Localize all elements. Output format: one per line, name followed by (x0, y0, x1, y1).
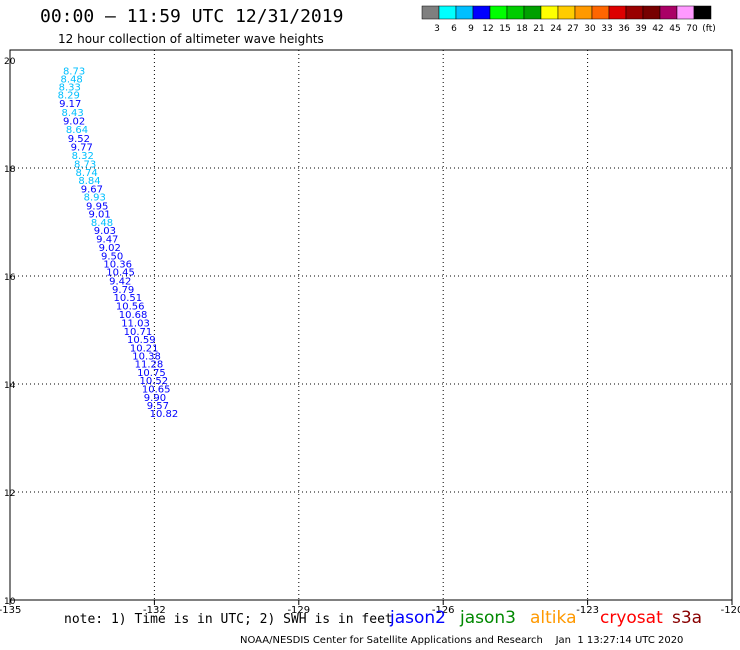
colorbar-label: 42 (652, 24, 663, 34)
swh-value-label: 10.45 (106, 268, 135, 279)
colorbar-label: 12 (482, 24, 493, 34)
swh-value-label: 10.71 (124, 327, 153, 338)
legend-jason2: jason2 (390, 608, 446, 628)
swh-value-label: 10.21 (130, 343, 159, 354)
swh-value-label: 8.29 (58, 91, 80, 102)
colorbar-label: 18 (516, 24, 528, 34)
swh-value-label: 9.67 (81, 185, 103, 196)
colorbar-swatch (557, 5, 576, 20)
swh-value-label: 8.32 (72, 151, 94, 162)
colorbar-label: 9 (468, 24, 474, 34)
colorbar-swatch (540, 5, 559, 20)
swh-value-label: 8.33 (59, 82, 81, 93)
colorbar-label: (ft) (702, 24, 716, 34)
colorbar-swatch (421, 5, 440, 20)
colorbar-label: 15 (499, 24, 510, 34)
swh-value-label: 9.52 (68, 134, 90, 145)
colorbar-swatch (489, 5, 508, 20)
legend-altika: altika (530, 608, 577, 628)
colorbar-swatch (676, 5, 695, 20)
plot-frame (9, 49, 733, 601)
swh-value-label: 10.59 (127, 335, 156, 346)
colorbar-swatch (472, 5, 491, 20)
colorbar-swatch (455, 5, 474, 20)
colorbar-swatch (608, 5, 627, 20)
y-tick-label: 18 (4, 165, 16, 175)
chart-subtitle: 12 hour collection of altimeter wave hei… (58, 32, 324, 46)
colorbar-swatch (625, 5, 644, 20)
colorbar-swatch (523, 5, 542, 20)
swh-value-label: 10.65 (142, 384, 171, 395)
swh-value-label: 9.17 (59, 99, 81, 110)
swh-value-label: 9.57 (147, 401, 169, 412)
x-tick-label: -123 (576, 605, 599, 616)
swh-value-label: 8.73 (63, 66, 85, 77)
colorbar-label: 33 (601, 24, 612, 34)
colorbar-label: 27 (567, 24, 578, 34)
y-tick-label: 20 (4, 57, 16, 67)
colorbar-label: 36 (618, 24, 630, 34)
y-tick-label: 10 (4, 597, 16, 607)
legend-s3a: s3a (672, 608, 703, 628)
x-tick-label: -135 (0, 605, 21, 616)
swh-value-label: 11.03 (121, 318, 150, 329)
colorbar-label: 30 (584, 24, 596, 34)
colorbar-label: 24 (550, 24, 562, 34)
colorbar-swatch (506, 5, 525, 20)
colorbar-swatch (574, 5, 593, 20)
swh-value-label: 10.68 (119, 310, 148, 321)
colorbar-label: 45 (669, 24, 680, 34)
x-tick-label: -132 (143, 605, 166, 616)
x-tick-label: -129 (287, 605, 310, 616)
swh-value-label: 10.38 (132, 351, 161, 362)
swh-value-label: 10.56 (116, 302, 145, 313)
swh-value-label: 8.43 (62, 108, 84, 119)
swh-value-label: 8.48 (91, 218, 113, 229)
swh-value-label: 9.42 (109, 276, 131, 287)
swh-value-label: 8.74 (75, 168, 97, 179)
y-tick-label: 16 (4, 273, 16, 283)
legend-cryosat: cryosat (600, 608, 663, 628)
colorbar-swatch (659, 5, 678, 20)
swh-value-label: 11.28 (135, 359, 164, 370)
swh-value-label: 9.02 (99, 243, 121, 254)
colorbar-swatch (438, 5, 457, 20)
colorbar-label: 21 (533, 24, 544, 34)
colorbar-label: 70 (686, 24, 698, 34)
swh-value-label: 9.79 (112, 285, 134, 296)
x-tick-label: -120 (721, 605, 740, 616)
swh-value-label: 10.51 (113, 293, 142, 304)
swh-value-label: 10.52 (139, 376, 168, 387)
swh-value-label: 9.50 (101, 251, 123, 262)
swh-value-label: 9.90 (144, 393, 166, 404)
legend-jason3: jason3 (460, 608, 516, 628)
x-tick-label: -126 (432, 605, 455, 616)
colorbar-swatch (642, 5, 661, 20)
swh-value-label: 10.36 (103, 260, 132, 271)
swh-value-label: 9.47 (96, 235, 118, 246)
colorbar-swatch (693, 5, 712, 20)
y-tick-label: 12 (4, 489, 15, 499)
swh-value-label: 8.48 (61, 74, 83, 85)
swh-value-label: 8.93 (84, 193, 106, 204)
swh-value-label: 8.73 (74, 160, 96, 171)
swh-value-label: 10.75 (137, 368, 166, 379)
swh-value-label: 9.03 (94, 226, 116, 237)
swh-value-label: 10.82 (150, 409, 179, 420)
y-tick-label: 14 (4, 381, 16, 391)
swh-value-label: 8.64 (66, 125, 88, 136)
swh-value-label: 9.77 (71, 142, 93, 153)
colorbar-label: 6 (451, 24, 457, 34)
colorbar-label: 3 (434, 24, 440, 34)
swh-value-label: 9.01 (88, 209, 110, 220)
swh-value-label: 8.84 (78, 176, 100, 187)
swh-value-label: 9.02 (63, 116, 85, 127)
footer-credit: NOAA/NESDIS Center for Satellite Applica… (240, 635, 684, 646)
colorbar-label: 39 (635, 24, 647, 34)
swh-value-label: 9.95 (86, 201, 108, 212)
footer-note: note: 1) Time is in UTC; 2) SWH is in fe… (64, 612, 393, 627)
colorbar-swatch (591, 5, 610, 20)
page-title: 00:00 – 11:59 UTC 12/31/2019 (40, 6, 344, 27)
